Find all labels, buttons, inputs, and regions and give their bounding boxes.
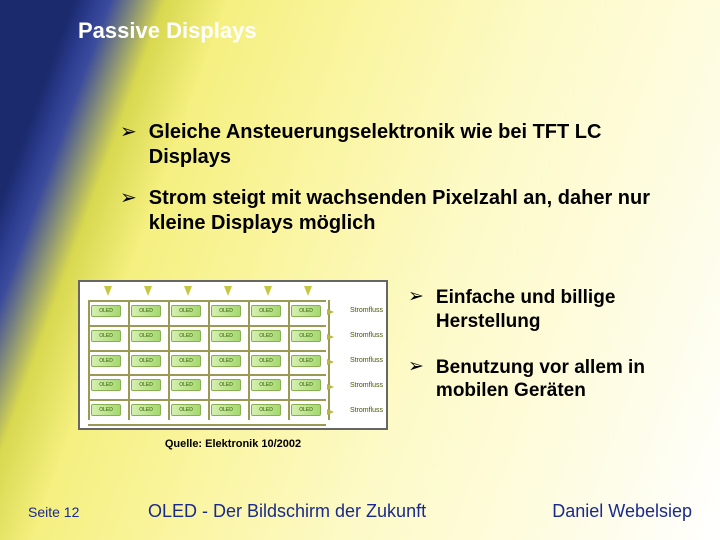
row-label: Stromfluss <box>349 382 384 389</box>
oled-cell: OLED <box>251 305 281 317</box>
oled-cell: OLED <box>251 355 281 367</box>
oled-cell: OLED <box>291 305 321 317</box>
chevron-right-icon: ➢ <box>120 120 137 144</box>
grid-hline <box>88 325 326 327</box>
down-arrow-icon <box>304 286 312 296</box>
oled-cell: OLED <box>291 379 321 391</box>
right-arrow-icon <box>327 309 334 315</box>
row-label: Stromfluss <box>349 332 384 339</box>
slide: Passive Displays ➢ Gleiche Ansteuerungse… <box>0 0 720 540</box>
down-arrow-icon <box>104 286 112 296</box>
chevron-right-icon: ➢ <box>408 356 424 379</box>
lower-section: OLED OLED OLED OLED OLED OLED OLED OLED OLED OLED… <box>78 280 680 450</box>
grid-vline <box>288 300 290 420</box>
bullet-text: Gleiche Ansteuerungselektronik wie bei T… <box>149 120 680 170</box>
bullet-item: ➢ Gleiche Ansteuerungselektronik wie bei… <box>120 120 680 170</box>
grid-hline <box>88 399 326 401</box>
oled-cell: OLED <box>171 355 201 367</box>
grid-vline <box>128 300 130 420</box>
oled-cell: OLED <box>251 379 281 391</box>
bullet-item: ➢ Strom steigt mit wachsenden Pixelzahl … <box>120 186 680 236</box>
row-label: Stromfluss <box>349 307 384 314</box>
oled-cell: OLED <box>91 355 121 367</box>
content-side: ➢ Einfache und billige Herstellung ➢ Ben… <box>408 280 680 425</box>
oled-cell: OLED <box>131 355 161 367</box>
chevron-right-icon: ➢ <box>120 186 137 210</box>
oled-cell: OLED <box>211 355 241 367</box>
grid-hline <box>88 424 326 426</box>
grid-hline <box>88 350 326 352</box>
oled-cell: OLED <box>91 404 121 416</box>
slide-title: Passive Displays <box>78 18 257 44</box>
right-arrow-icon <box>327 409 334 415</box>
grid-hline <box>88 374 326 376</box>
row-label: Stromfluss <box>349 357 384 364</box>
oled-cell: OLED <box>131 330 161 342</box>
oled-cell: OLED <box>171 404 201 416</box>
oled-cell: OLED <box>211 305 241 317</box>
oled-cell: OLED <box>291 355 321 367</box>
oled-cell: OLED <box>91 379 121 391</box>
grid-vline <box>168 300 170 420</box>
grid-vline <box>88 300 90 420</box>
grid-hline <box>88 300 326 302</box>
diagram-container: OLED OLED OLED OLED OLED OLED OLED OLED OLED OLED… <box>78 280 388 450</box>
footer-title: OLED - Der Bildschirm der Zukunft <box>128 501 552 522</box>
oled-cell: OLED <box>251 404 281 416</box>
bullet-item: ➢ Benutzung vor allem in mobilen Geräten <box>408 356 680 404</box>
oled-cell: OLED <box>211 379 241 391</box>
passive-matrix-diagram: OLED OLED OLED OLED OLED OLED OLED OLED OLED OLED… <box>78 280 388 430</box>
grid-vline <box>248 300 250 420</box>
content-top: ➢ Gleiche Ansteuerungselektronik wie bei… <box>120 120 680 252</box>
down-arrow-icon <box>264 286 272 296</box>
oled-cell: OLED <box>251 330 281 342</box>
down-arrow-icon <box>224 286 232 296</box>
bullet-text: Strom steigt mit wachsenden Pixelzahl an… <box>149 186 680 236</box>
grid-vline <box>208 300 210 420</box>
bullet-text: Benutzung vor allem in mobilen Geräten <box>436 356 680 404</box>
oled-cell: OLED <box>171 379 201 391</box>
down-arrow-icon <box>184 286 192 296</box>
right-arrow-icon <box>327 384 334 390</box>
oled-cell: OLED <box>171 305 201 317</box>
row-label: Stromfluss <box>349 407 384 414</box>
page-number: Seite 12 <box>28 504 128 520</box>
footer: Seite 12 OLED - Der Bildschirm der Zukun… <box>0 501 720 522</box>
right-arrow-icon <box>327 359 334 365</box>
oled-cell: OLED <box>291 404 321 416</box>
oled-cell: OLED <box>91 330 121 342</box>
footer-author: Daniel Webelsiep <box>552 501 692 522</box>
down-arrow-icon <box>144 286 152 296</box>
diagram-caption: Quelle: Elektronik 10/2002 <box>78 438 388 450</box>
oled-cell: OLED <box>291 330 321 342</box>
chevron-right-icon: ➢ <box>408 286 424 309</box>
right-arrow-icon <box>327 334 334 340</box>
oled-cell: OLED <box>91 305 121 317</box>
oled-cell: OLED <box>211 330 241 342</box>
oled-cell: OLED <box>131 404 161 416</box>
bullet-item: ➢ Einfache und billige Herstellung <box>408 286 680 334</box>
bullet-text: Einfache und billige Herstellung <box>436 286 680 334</box>
oled-cell: OLED <box>131 379 161 391</box>
oled-cell: OLED <box>211 404 241 416</box>
oled-cell: OLED <box>171 330 201 342</box>
oled-cell: OLED <box>131 305 161 317</box>
